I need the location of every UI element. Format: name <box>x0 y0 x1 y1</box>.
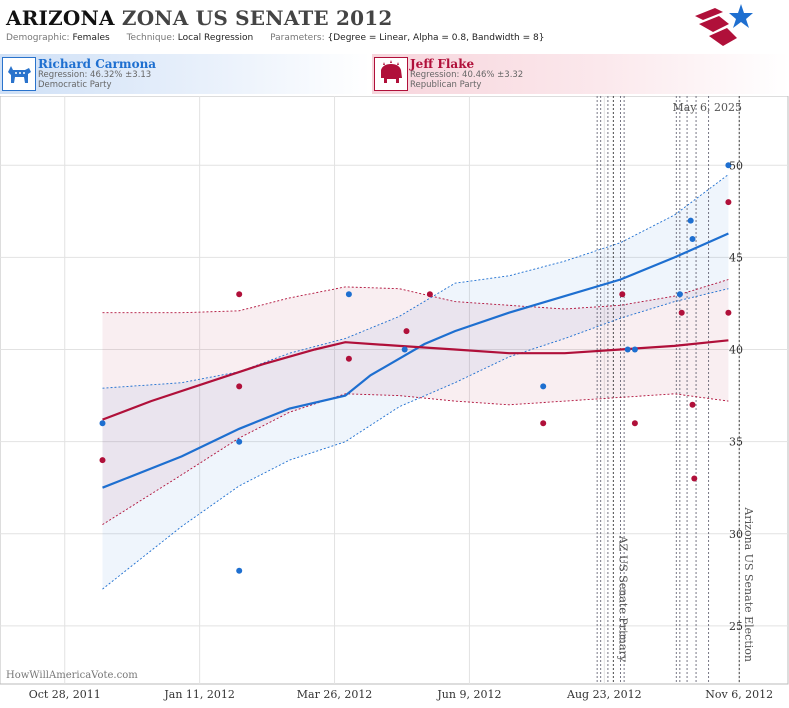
parameters-value: {Degree = Linear, Alpha = 0.8, Bandwidth… <box>327 33 545 43</box>
y-tick-label: 45 <box>729 251 743 264</box>
y-tick-label: 35 <box>729 436 743 449</box>
x-tick-label: Jan 11, 2012 <box>163 688 235 701</box>
plot-frame <box>0 95 789 685</box>
poll-point <box>689 401 696 408</box>
poll-point <box>426 291 433 298</box>
candidate-card-flake: Jeff Flake Regression: 40.46% ±3.32 Repu… <box>372 54 789 94</box>
y-tick-label: 25 <box>729 620 743 633</box>
event-lines: AZ US Senate Primary Arizona US Senate El… <box>596 96 755 684</box>
demographic-label: Demographic: <box>6 33 70 43</box>
poll-point <box>540 420 547 427</box>
y-tick-label: 30 <box>729 528 743 541</box>
technique-label: Technique: <box>126 33 175 43</box>
candidate-bar: Richard Carmona Regression: 46.32% ±3.13… <box>0 54 789 94</box>
poll-point <box>345 291 352 298</box>
parameters-label: Parameters: <box>270 33 325 43</box>
poll-point <box>631 346 638 353</box>
poll-point <box>540 383 547 390</box>
x-tick-label: Mar 26, 2012 <box>297 688 373 701</box>
poll-points <box>99 162 732 574</box>
y-tick-label: 40 <box>729 344 743 357</box>
axis-labels: Oct 28, 2011 Jan 11, 2012 Mar 26, 2012 Jun … <box>29 159 773 701</box>
watermark: HowWillAmericaVote.com <box>6 670 138 681</box>
regression-line <box>102 232 729 489</box>
poll-point <box>689 236 696 242</box>
site-logo-icon <box>695 4 753 46</box>
poll-chart: AZ US Senate Primary Arizona US Senate El… <box>0 95 789 701</box>
poll-point <box>401 346 408 353</box>
regression-lines <box>102 232 729 489</box>
confidence-band <box>102 279 729 525</box>
poll-point <box>403 328 410 335</box>
candidate-regression: Regression: 40.46% ±3.32 <box>410 70 524 80</box>
event-label: AZ US Senate Primary <box>616 535 629 663</box>
poll-point <box>345 355 352 362</box>
candidate-name: Jeff Flake <box>410 57 475 71</box>
poll-point <box>725 162 732 169</box>
y-tick-label: 50 <box>729 159 743 172</box>
upper-bound-line <box>102 174 729 389</box>
date-label: May 6, 2025 <box>672 101 742 114</box>
lower-bound-line <box>102 288 729 590</box>
poll-point <box>624 346 631 353</box>
poll-point <box>678 309 685 316</box>
confidence-bands <box>102 174 729 590</box>
poll-point <box>236 291 243 298</box>
page-title: ARIZONA ZONA US SENATE 2012 <box>6 6 392 30</box>
poll-point <box>691 475 698 482</box>
candidate-card-carmona: Richard Carmona Regression: 46.32% ±3.13… <box>0 54 370 94</box>
confidence-band <box>102 174 729 590</box>
event-label: Arizona US Senate Election <box>742 506 755 662</box>
title-race: ZONA US SENATE 2012 <box>121 6 393 30</box>
poll-point <box>99 457 106 464</box>
regression-line <box>102 339 729 421</box>
parameters-line: Demographic: Females Technique: Local Re… <box>6 33 558 43</box>
poll-point <box>687 217 694 224</box>
poll-point <box>725 309 732 316</box>
gridlines <box>0 96 788 684</box>
poll-point <box>236 438 243 445</box>
poll-point <box>99 420 106 427</box>
candidate-regression: Regression: 46.32% ±3.13 <box>38 70 152 80</box>
x-tick-label: Jun 9, 2012 <box>436 688 501 701</box>
x-tick-label: Nov 6, 2012 <box>705 688 773 701</box>
chart-area: AZ US Senate Primary Arizona US Senate El… <box>0 95 789 704</box>
poll-point <box>631 420 638 427</box>
technique-value: Local Regression <box>177 33 254 43</box>
title-state: ARIZONA <box>6 6 115 30</box>
x-tick-label: Aug 23, 2012 <box>566 688 642 701</box>
elephant-icon <box>374 57 408 91</box>
donkey-icon <box>2 57 36 91</box>
x-tick-label: Oct 28, 2011 <box>29 688 101 701</box>
poll-point <box>619 291 626 298</box>
candidate-name: Richard Carmona <box>38 57 157 71</box>
poll-point <box>676 291 683 298</box>
header: ARIZONA ZONA US SENATE 2012 Demographic:… <box>0 0 789 52</box>
lower-bound-line <box>102 393 729 525</box>
candidate-party: Democratic Party <box>38 80 112 90</box>
poll-point <box>236 383 243 390</box>
poll-point <box>725 199 732 206</box>
candidate-party: Republican Party <box>410 80 482 90</box>
demographic-value: Females <box>72 33 110 43</box>
poll-point <box>236 567 243 574</box>
